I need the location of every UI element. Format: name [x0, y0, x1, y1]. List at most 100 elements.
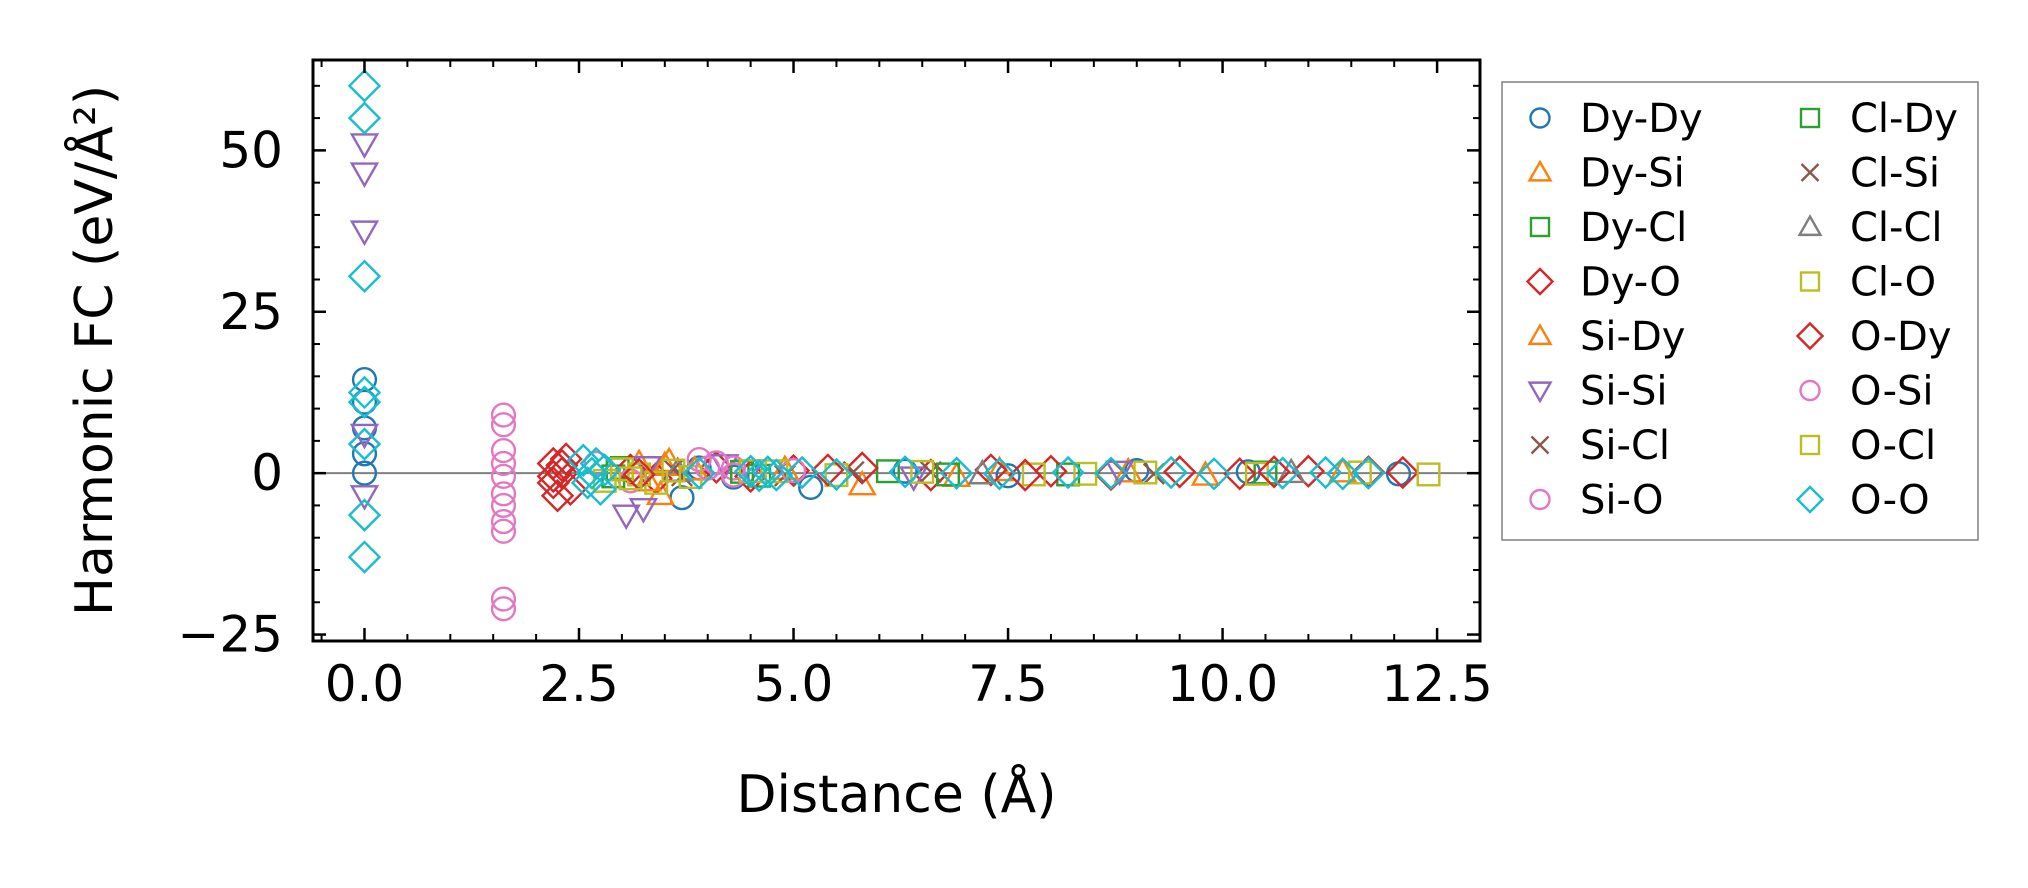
- legend-item: O-Cl: [1799, 423, 1936, 469]
- data-point: [720, 455, 747, 481]
- data-point: [347, 259, 382, 293]
- data-point: [347, 498, 382, 532]
- data-point: [650, 450, 680, 477]
- legend-marker: [1799, 271, 1821, 292]
- series-dy-dy: [351, 366, 1412, 511]
- legend-item: Dy-Dy: [1529, 96, 1703, 142]
- data-point: [892, 458, 918, 484]
- data-point: [1094, 457, 1128, 492]
- legend-item: Dy-Cl: [1529, 205, 1687, 251]
- data-point: [490, 463, 517, 489]
- legend: Dy-Dy Dy-Si Dy-Cl Dy-O Si-Dy Si-Si Si-Cl Si-O Cl…: [1501, 81, 1979, 541]
- legend-label: Dy-Cl: [1580, 205, 1687, 251]
- data-point: [1386, 455, 1420, 490]
- data-point: [1021, 462, 1046, 487]
- legend-item: Cl-Dy: [1799, 96, 1958, 142]
- legend-item: O-Si: [1799, 369, 1934, 415]
- legend-item: Si-Dy: [1527, 314, 1685, 360]
- data-point: [347, 427, 382, 461]
- data-point: [898, 466, 929, 493]
- data-point: [785, 455, 819, 490]
- legend-item: Dy-O: [1525, 260, 1681, 306]
- legend-label: Cl-Si: [1850, 151, 1940, 197]
- legend-label: O-Si: [1850, 369, 1934, 415]
- legend-label: Si-O: [1580, 478, 1664, 524]
- legend-item: Dy-Si: [1527, 151, 1685, 197]
- legend-label: Dy-Dy: [1580, 96, 1703, 142]
- data-point: [583, 472, 618, 506]
- data-point: [1276, 457, 1306, 484]
- legend-item: O-O: [1795, 478, 1930, 524]
- legend-marker: [1529, 216, 1551, 238]
- data-point: [759, 458, 794, 492]
- series-cl-o: [592, 457, 1441, 495]
- legend-label: Cl-Dy: [1850, 96, 1958, 142]
- x-tick-label: 7.5: [968, 655, 1048, 713]
- data-point: [490, 481, 517, 507]
- y-tick-label: 50: [219, 121, 283, 179]
- legend-label: Dy-O: [1580, 260, 1681, 306]
- data-point: [490, 402, 517, 428]
- x-axis-label: Distance (Å): [736, 763, 1056, 825]
- legend-item: Cl-Cl: [1797, 205, 1943, 251]
- data-point: [682, 456, 716, 490]
- data-point: [1162, 455, 1197, 489]
- legend-marker: [1795, 485, 1825, 514]
- legend-label: Si-Cl: [1580, 423, 1670, 469]
- data-point: [811, 453, 845, 487]
- legend-item: Si-O: [1529, 478, 1664, 524]
- data-point: [540, 479, 575, 513]
- data-point: [910, 459, 935, 484]
- data-point: [1056, 462, 1081, 487]
- data-point: [798, 474, 824, 500]
- data-point: [490, 518, 517, 544]
- data-point: [490, 412, 517, 438]
- legend-marker: [1799, 379, 1821, 402]
- data-point: [1257, 455, 1291, 489]
- data-point: [347, 385, 382, 419]
- legend-marker: [1530, 435, 1550, 455]
- data-point: [347, 101, 382, 135]
- data-point: [545, 448, 579, 483]
- data-point: [490, 596, 517, 622]
- data-point: [347, 375, 382, 410]
- legend-label: Cl-O: [1850, 260, 1936, 306]
- legend-label: O-O: [1850, 478, 1930, 524]
- data-point: [349, 133, 380, 159]
- data-point: [349, 162, 380, 188]
- data-point: [490, 508, 517, 535]
- x-tick-label: 0.0: [325, 655, 405, 713]
- y-tick-label: −25: [177, 606, 283, 664]
- legend-label: O-Cl: [1850, 423, 1936, 469]
- x-tick-label: 10.0: [1167, 655, 1278, 713]
- legend-label: Dy-Si: [1580, 151, 1685, 197]
- legend-marker: [1527, 323, 1553, 346]
- legend-marker: [1797, 214, 1823, 237]
- data-point: [847, 469, 877, 496]
- data-point: [627, 462, 652, 487]
- data-point: [566, 443, 600, 477]
- plot-frame-group: [311, 58, 1482, 643]
- data-point: [1223, 457, 1257, 491]
- plot-frame: [311, 58, 1482, 643]
- data-point: [1347, 460, 1372, 485]
- y-tick-label: 0: [251, 444, 283, 502]
- data-point: [1197, 457, 1231, 491]
- data-point: [995, 463, 1021, 489]
- data-point: [751, 455, 785, 489]
- x-tick-label: 5.0: [754, 655, 834, 713]
- data-point: [490, 492, 517, 519]
- axis-labels-group: Distance (Å) Harmonic FC (eV/Å²): [63, 85, 1057, 825]
- legend-marker: [1799, 107, 1821, 129]
- data-point: [611, 504, 641, 531]
- data-point: [819, 457, 854, 492]
- data-point: [888, 455, 922, 489]
- ticks-group: [313, 60, 1481, 641]
- x-tick-label: 2.5: [539, 655, 619, 713]
- legend-marker: [1795, 321, 1825, 351]
- data-point: [669, 485, 695, 511]
- series-si-o: [490, 402, 747, 622]
- legend-marker: [1527, 381, 1553, 404]
